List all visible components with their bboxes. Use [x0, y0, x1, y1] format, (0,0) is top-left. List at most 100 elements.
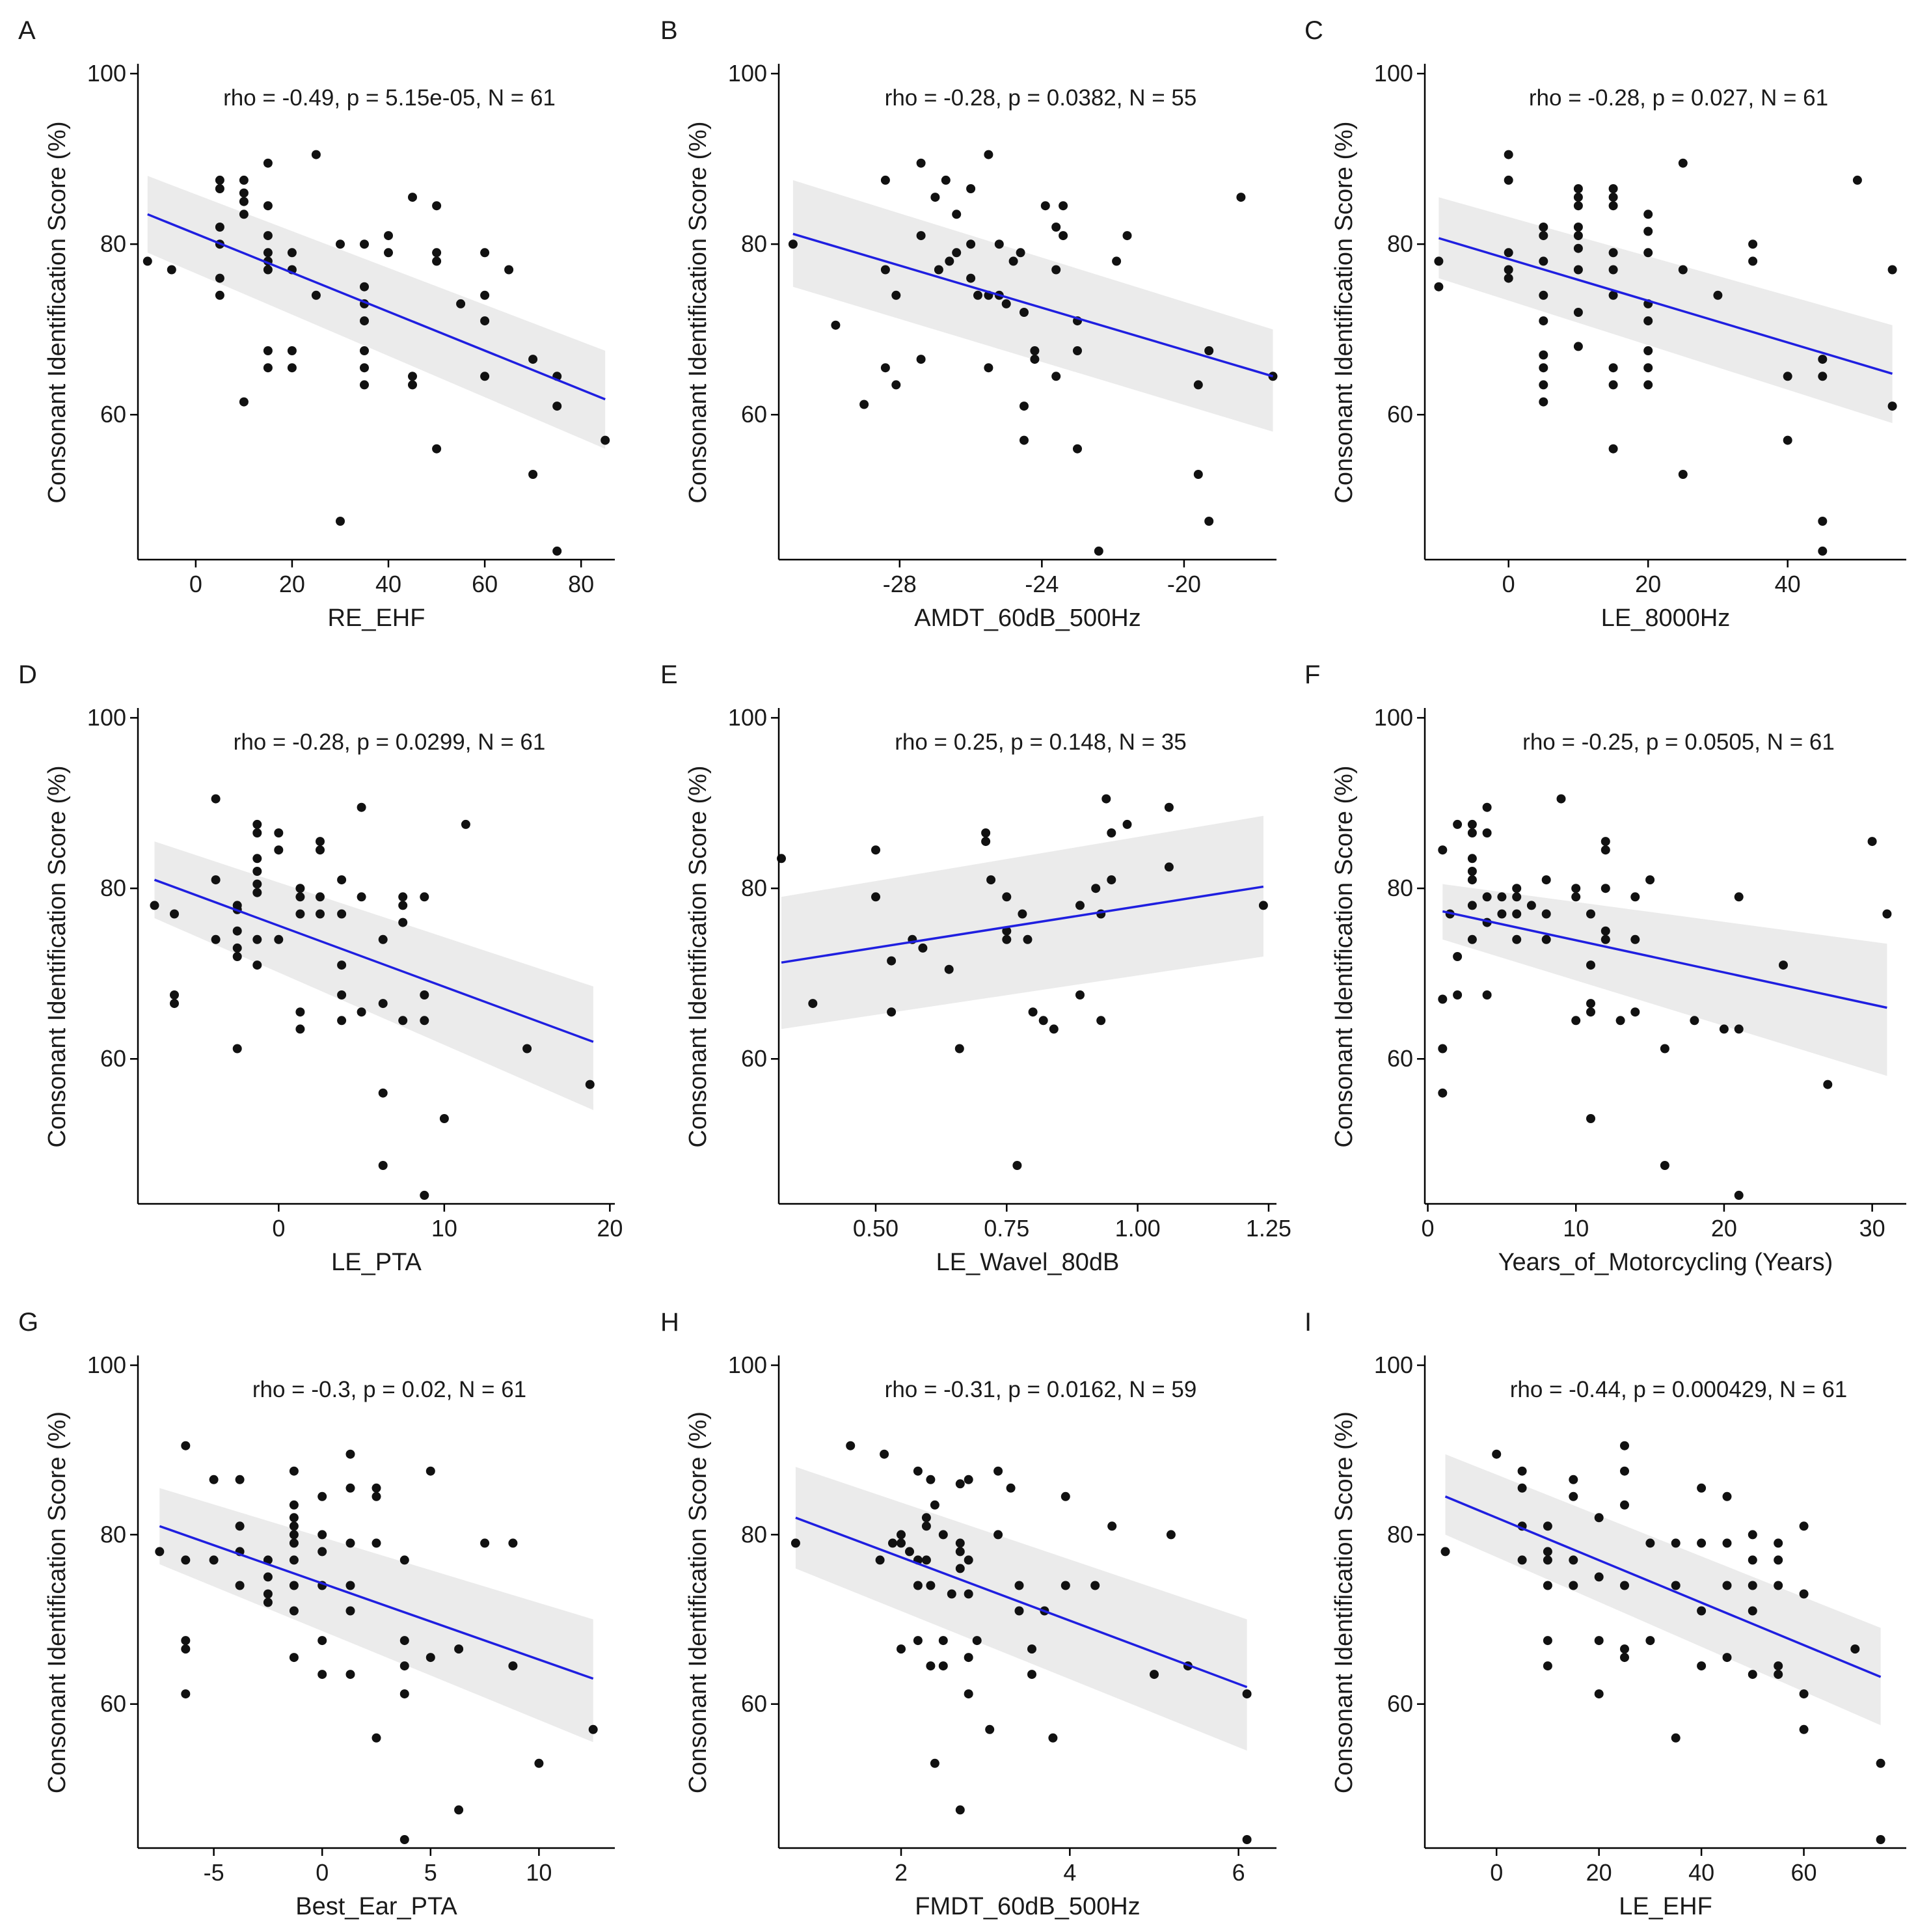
panel-e-point-23 — [1075, 990, 1085, 1000]
panel-a-point-21 — [287, 248, 297, 258]
panel-f-point-59 — [1882, 909, 1892, 919]
panel-b-point-48 — [1204, 346, 1214, 355]
panel-g-point-14 — [263, 1589, 273, 1599]
panel-f-point-29 — [1541, 934, 1551, 944]
panel-f-x-tick-label-1: 10 — [1563, 1215, 1589, 1242]
panel-i-point-13 — [1569, 1491, 1578, 1501]
panel-c-point-45 — [1713, 290, 1723, 300]
panel-c-point-32 — [1608, 380, 1618, 390]
panel-a-point-12 — [239, 397, 249, 407]
panel-a-y-axis-title: Consonant Identification Score (%) — [44, 121, 71, 503]
panel-g-point-28 — [317, 1547, 327, 1557]
panel-f-point-46 — [1630, 934, 1640, 944]
panel-f-point-23 — [1512, 892, 1522, 902]
panel-f-point-12 — [1467, 875, 1477, 885]
panel-f-point-28 — [1541, 909, 1551, 919]
panel-b-letter: B — [660, 16, 678, 45]
panel-h-point-0 — [790, 1538, 800, 1548]
panel-d-point-24 — [295, 884, 305, 893]
panel-a-point-36 — [384, 231, 393, 241]
panel-g-point-33 — [345, 1483, 355, 1493]
panel-i-point-51 — [1799, 1689, 1809, 1699]
panel-d-point-14 — [252, 828, 262, 837]
panel-a: 60 80 100 0 20 40 60 80 RE_EHF Consonant Identifi… — [18, 16, 615, 632]
panel-g-y-tick-label-2: 100 — [87, 1352, 126, 1378]
panel-d-point-21 — [274, 828, 284, 837]
panel-i-x-tick-label-1: 20 — [1586, 1859, 1612, 1886]
panel-c-point-0 — [1434, 256, 1444, 266]
panel-i-point-10 — [1543, 1636, 1552, 1646]
panel-g-point-19 — [289, 1521, 299, 1531]
panel-c-point-24 — [1573, 342, 1583, 351]
panel-a-x-tick-label-4: 80 — [568, 571, 594, 597]
panel-c-point-21 — [1573, 243, 1583, 253]
panel-c-point-47 — [1748, 256, 1758, 266]
panel-c-point-25 — [1608, 184, 1618, 193]
panel-h-x-tick-label-0: 2 — [895, 1859, 908, 1886]
panel-g-point-37 — [345, 1670, 355, 1680]
panel-i-point-41 — [1748, 1581, 1757, 1590]
panel-d-point-55 — [522, 1044, 532, 1054]
panel-i-point-6 — [1543, 1521, 1552, 1531]
panel-i-point-16 — [1594, 1513, 1604, 1523]
panel-f-point-22 — [1512, 884, 1522, 893]
panel-h-point-38 — [993, 1530, 1003, 1540]
panel-f-x-tick-label-3: 30 — [1859, 1215, 1885, 1242]
panel-f-point-39 — [1600, 837, 1610, 847]
panel-g-y-tick-label-0: 60 — [100, 1691, 126, 1717]
panel-g-point-1 — [181, 1441, 191, 1450]
panel-c-point-38 — [1643, 316, 1653, 326]
panel-b-point-42 — [1073, 444, 1082, 454]
panel-b-point-14 — [945, 256, 954, 266]
panel-a-point-25 — [311, 150, 321, 159]
panel-e-point-5 — [887, 1007, 897, 1017]
panel-i-x-tick-label-3: 60 — [1791, 1859, 1817, 1886]
panel-g-point-54 — [534, 1758, 544, 1768]
panel-b-point-13 — [941, 175, 951, 185]
panel-e-point-27 — [1101, 794, 1111, 804]
panel-h-point-18 — [926, 1661, 936, 1671]
panel-b-point-37 — [1051, 372, 1061, 381]
panel-i-point-36 — [1722, 1538, 1732, 1548]
panel-i-point-7 — [1543, 1547, 1552, 1557]
panel-h-regression-line — [795, 1516, 1248, 1689]
panel-a-point-34 — [360, 363, 369, 373]
panel-b-point-11 — [930, 193, 940, 202]
panel-c-point-52 — [1818, 517, 1828, 526]
panel-f-point-44 — [1615, 1016, 1625, 1026]
panel-c-point-43 — [1678, 265, 1688, 275]
panel-f: 60 80 100 0 10 20 30 Years_of_Motorcycling (Yea… — [1304, 660, 1906, 1276]
panel-c-point-11 — [1539, 316, 1548, 326]
panel-d-point-49 — [420, 892, 429, 902]
panel-d-confidence-band — [154, 841, 593, 1110]
panel-b-point-45 — [1122, 231, 1132, 241]
panel-a-point-20 — [263, 363, 273, 373]
panel-h-point-17 — [926, 1581, 936, 1590]
panel-h-point-37 — [993, 1466, 1003, 1476]
panel-d-point-30 — [316, 845, 325, 855]
panel-d-point-45 — [398, 892, 408, 902]
panel-f-point-42 — [1600, 926, 1610, 936]
panel-f-point-47 — [1630, 1007, 1640, 1017]
panel-c-point-10 — [1539, 290, 1548, 300]
panel-i-point-48 — [1774, 1670, 1783, 1680]
panel-b-point-28 — [1016, 248, 1025, 258]
panel-d-regression-line — [154, 878, 594, 1043]
panel-a-point-37 — [384, 248, 393, 258]
panel-h-point-35 — [972, 1636, 982, 1646]
panel-a-point-28 — [336, 517, 345, 526]
panel-h-point-42 — [1027, 1644, 1036, 1654]
panel-i-point-15 — [1569, 1581, 1578, 1590]
panel-g-letter: G — [18, 1308, 38, 1337]
panel-b-point-17 — [966, 184, 976, 193]
panel-a-point-2 — [215, 175, 224, 185]
panel-i-point-54 — [1876, 1758, 1885, 1768]
panel-a-point-47 — [480, 290, 490, 300]
panel-e-point-1 — [808, 999, 818, 1009]
panel-i-point-17 — [1594, 1572, 1604, 1582]
panel-c-letter: C — [1304, 16, 1323, 45]
panel-i: 60 80 100 0 20 40 60 LE_EHF Consonant Identifica… — [1304, 1308, 1906, 1920]
panel-i-point-37 — [1722, 1581, 1732, 1590]
panel-i-point-42 — [1748, 1606, 1757, 1616]
